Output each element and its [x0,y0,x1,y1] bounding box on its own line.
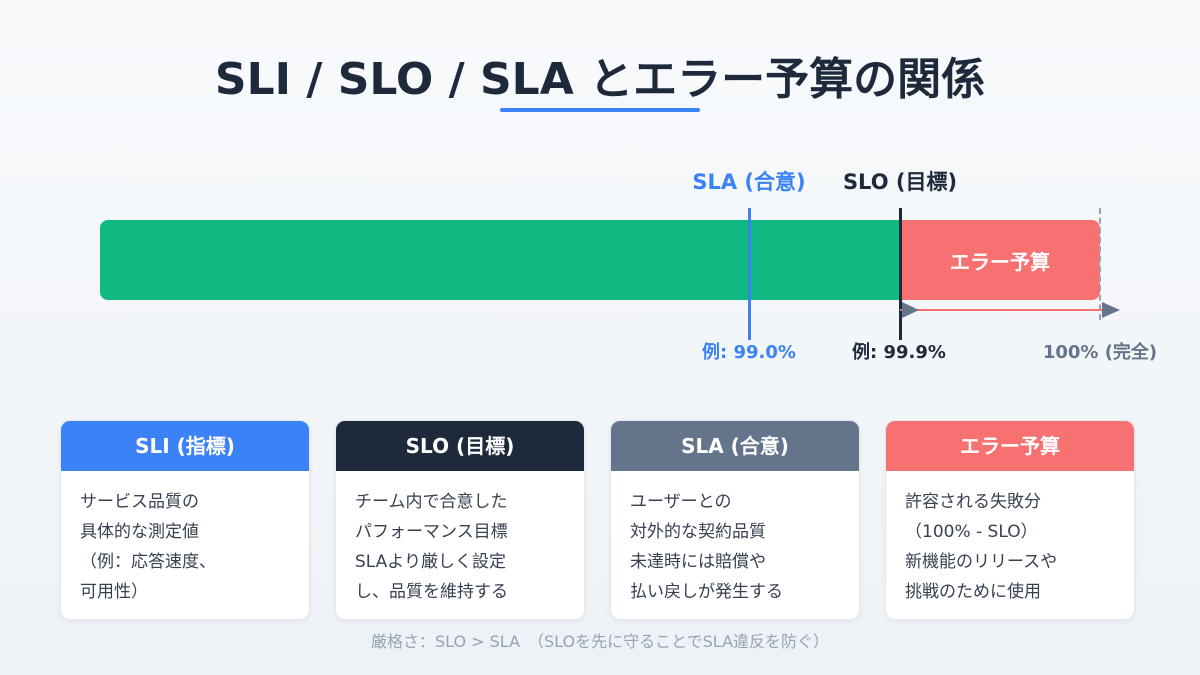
sla-example-label: 例: 99.0% [702,342,796,363]
card-line: 許容される失敗分 [905,492,1041,512]
card-line: 払い戻しが発生する [630,582,783,602]
reliability-bar-ok [100,220,900,300]
slo-example-label: 例: 99.9% [852,342,946,363]
full-label: 100% (完全) [1042,342,1158,363]
error-budget-bar-label: エラー予算 [950,249,1050,274]
sla-marker-label: SLA (合意) [692,170,806,194]
card-line: 可用性） [80,582,148,602]
arrow-head-start [902,302,919,318]
card-line: （例：応答速度、 [80,552,216,572]
card-line: （100% - SLO） [905,522,1038,542]
card-line: 対外的な契約品質 [630,522,766,542]
card-line: 新機能のリリースや [905,552,1058,572]
error-budget-span-arrow [900,302,1120,318]
card-line: 未達時には賠償や [630,552,766,572]
card-title: SLA (合意) [681,434,789,458]
full-marker-dashed-line [1099,208,1101,320]
card-line: サービス品質の [80,492,199,512]
card-body: チーム内で合意した パフォーマンス目標 SLAより厳しく設定 し、品質を維持する [336,471,584,607]
card-line: チーム内で合意した [355,492,508,512]
card-header: SLO (目標) [336,421,584,471]
footer-note: 厳格さ：SLO > SLA （SLOを先に守ることでSLA違反を防ぐ） [370,632,830,651]
slo-marker-label: SLO (目標) [842,170,958,194]
card-body: サービス品質の 具体的な測定値 （例：応答速度、 可用性） [61,471,309,607]
slo-marker-line [899,208,902,340]
card-body: ユーザーとの 対外的な契約品質 未達時には賠償や 払い戻しが発生する [611,471,859,607]
card-title: エラー予算 [960,434,1060,458]
card-sla: SLA (合意) ユーザーとの 対外的な契約品質 未達時には賠償や 払い戻しが発… [610,420,860,620]
card-line: 具体的な測定値 [80,522,199,542]
sla-marker-line [748,208,751,340]
error-budget-bar: エラー予算 [900,220,1100,300]
arrow-head-end [1102,302,1120,318]
card-sli: SLI (指標) サービス品質の 具体的な測定値 （例：応答速度、 可用性） [60,420,310,620]
card-header: SLI (指標) [61,421,309,471]
card-error-budget: エラー予算 許容される失敗分 （100% - SLO） 新機能のリリースや 挑戦… [885,420,1135,620]
card-line: ユーザーとの [630,492,732,512]
card-line: SLAより厳しく設定 [355,552,506,572]
card-body: 許容される失敗分 （100% - SLO） 新機能のリリースや 挑戦のために使用 [886,471,1134,607]
card-line: 挑戦のために使用 [905,582,1041,602]
card-header: SLA (合意) [611,421,859,471]
card-header: エラー予算 [886,421,1134,471]
card-slo: SLO (目標) チーム内で合意した パフォーマンス目標 SLAより厳しく設定 … [335,420,585,620]
card-line: し、品質を維持する [355,582,508,602]
card-title: SLO (目標) [405,434,515,458]
title-underline [500,108,700,112]
card-title: SLI (指標) [135,434,235,458]
card-line: パフォーマンス目標 [355,522,508,542]
page-title: SLI / SLO / SLA とエラー予算の関係 [214,54,986,105]
